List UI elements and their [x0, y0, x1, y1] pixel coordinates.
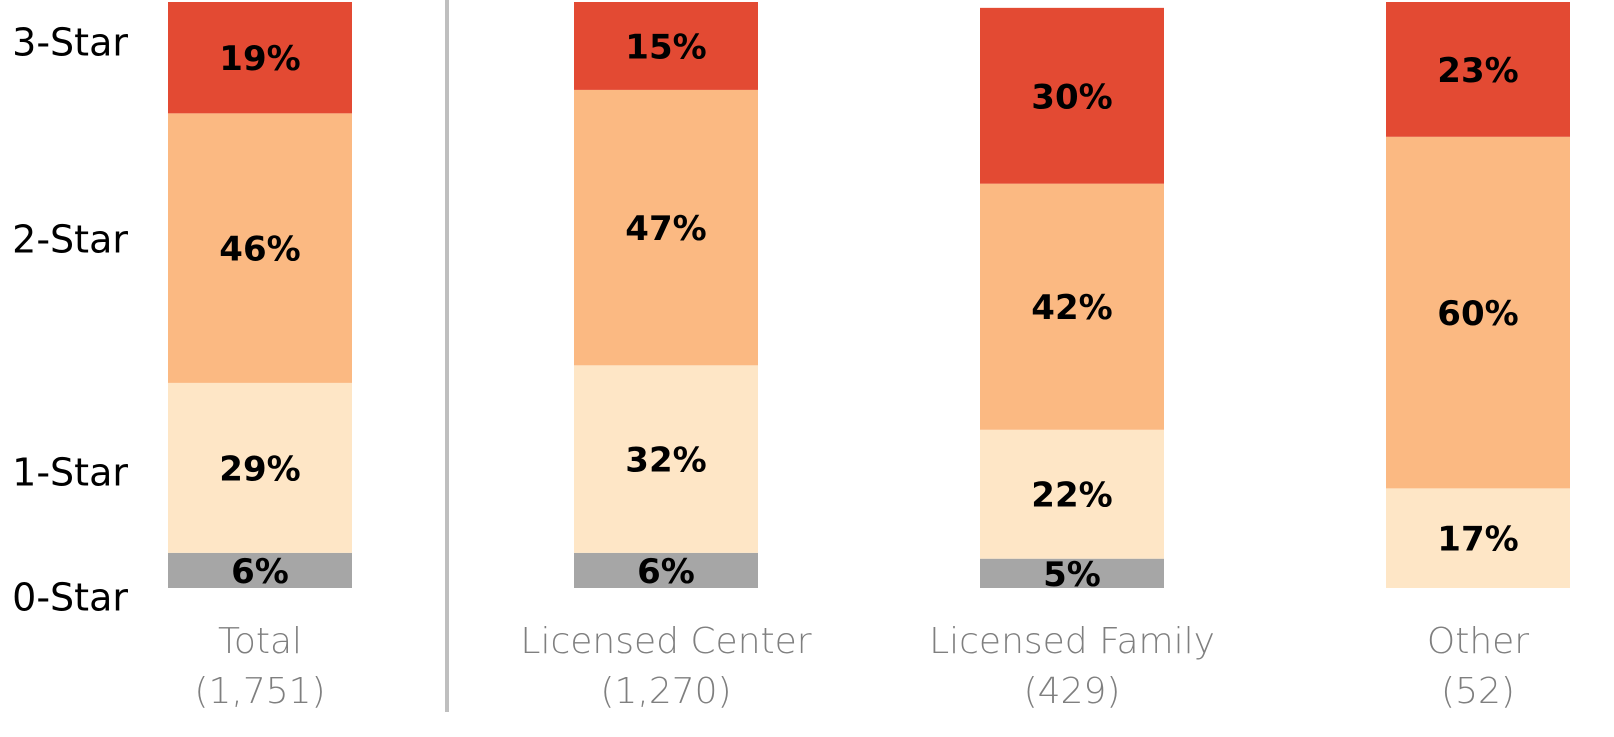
bar-segment [574, 2, 758, 90]
x-tick-count: (429) [1024, 671, 1121, 712]
series-label: 2-Star [12, 218, 128, 262]
data-label: 19% [219, 39, 300, 79]
x-tick-label: Total [218, 621, 302, 662]
series-label: 3-Star [12, 21, 128, 65]
bar-segment [168, 382, 352, 553]
data-label: 15% [625, 27, 706, 67]
series-label: 0-Star [12, 576, 128, 620]
series-label: 1-Star [12, 451, 128, 495]
data-label: 23% [1437, 51, 1518, 91]
bar-segment [574, 89, 758, 366]
data-label: 47% [625, 209, 706, 249]
x-tick-count: (1,270) [600, 671, 731, 712]
bar-segment [980, 7, 1164, 184]
data-label: 30% [1031, 77, 1112, 117]
bar-segment [168, 113, 352, 383]
data-label: 6% [231, 552, 289, 592]
bar-segment [574, 365, 758, 553]
bar-segment [1386, 488, 1570, 588]
bar-segment [1386, 136, 1570, 489]
bar-segment [980, 429, 1164, 559]
bar-segment [574, 552, 758, 588]
data-label: 42% [1031, 288, 1112, 328]
data-label: 29% [219, 449, 300, 489]
data-label: 60% [1437, 294, 1518, 334]
data-label: 5% [1043, 555, 1101, 595]
data-label: 17% [1437, 520, 1518, 560]
bar-segment [168, 552, 352, 588]
x-tick-count: (52) [1441, 671, 1515, 712]
x-tick-label: Licensed Center [520, 621, 811, 662]
data-label: 46% [219, 230, 300, 270]
bar-segment [168, 2, 352, 114]
data-label: 32% [625, 441, 706, 481]
bar-segment [980, 183, 1164, 430]
x-tick-count: (1,751) [194, 671, 325, 712]
bar-segment [1386, 2, 1570, 137]
data-label: 22% [1031, 476, 1112, 516]
x-tick-label: Other [1427, 621, 1529, 662]
data-label: 6% [637, 552, 695, 592]
x-tick-label: Licensed Family [929, 621, 1215, 662]
bar-segment [980, 558, 1164, 588]
